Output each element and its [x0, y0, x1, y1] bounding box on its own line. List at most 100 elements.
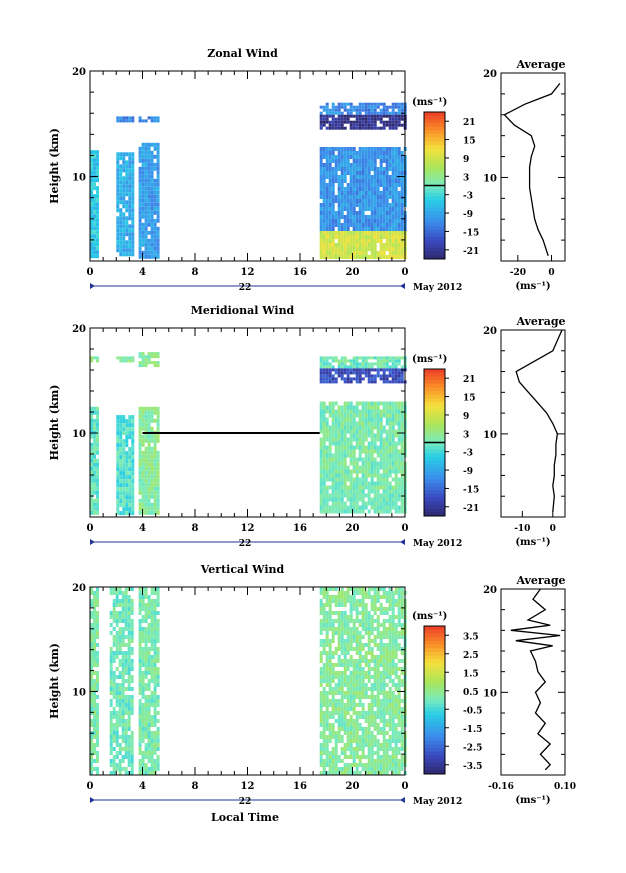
date-day-label: 22	[239, 539, 252, 549]
x-tick-label: 16	[293, 781, 307, 792]
colorbar-unit: (ms⁻¹)	[412, 354, 447, 365]
date-arrow-left	[90, 283, 95, 289]
y-tick-label: 20	[72, 583, 86, 594]
x-tick-label: 12	[241, 781, 255, 792]
colorbar-tick-label: -2.5	[463, 743, 482, 753]
y-tick-label: 10	[72, 429, 86, 440]
date-arrow-left	[90, 539, 95, 545]
average-x-tick-label: 0.10	[554, 782, 576, 792]
average-frame	[500, 329, 566, 518]
average-title: Average	[515, 574, 565, 587]
average-profile: Average 20 10 -10 0(ms⁻¹)	[483, 315, 565, 548]
x-tick-label: 8	[192, 523, 199, 534]
x-tick-label: 0	[402, 267, 409, 278]
x-tick-label: 20	[346, 523, 360, 534]
x-axis-label: Local Time	[211, 811, 279, 824]
average-line	[515, 329, 563, 512]
x-tick-label: 12	[241, 267, 255, 278]
x-tick-label: 4	[139, 781, 146, 792]
colorbar-tick-label: 15	[463, 394, 476, 404]
heatmap-cells	[90, 352, 407, 516]
x-tick-label: 20	[346, 267, 360, 278]
date-arrow-right	[400, 539, 405, 545]
average-x-tick-label: 0	[550, 524, 556, 534]
heatmap-cells	[90, 102, 407, 259]
colorbar: (ms⁻¹) 21 15 9 3 -3 -9 -15 -21	[412, 354, 479, 517]
y-axis-label: Height (km)	[48, 385, 61, 461]
colorbar-tick-label: 21	[463, 118, 476, 128]
colorbar-tick-label: 3	[463, 430, 469, 440]
average-y-tick-label: 10	[483, 430, 497, 441]
average-profile: Average 20 10 -0.16 0.10 (ms⁻¹)	[483, 574, 576, 806]
colorbar-tick-label: 21	[463, 375, 476, 385]
colorbar-tick-label: 3	[463, 173, 469, 183]
average-frame	[500, 588, 566, 776]
average-x-label: (ms⁻¹)	[515, 537, 550, 548]
average-x-label: (ms⁻¹)	[515, 281, 550, 292]
colorbar-tick-label: -9	[463, 467, 473, 477]
date-day-label: 22	[239, 797, 252, 807]
x-tick-label: 20	[346, 781, 360, 792]
average-x-tick-label: -10	[514, 524, 530, 534]
date-day-label: 22	[239, 283, 252, 293]
panel-title: Vertical Wind	[200, 563, 285, 576]
average-y-tick-label: 20	[483, 69, 497, 80]
x-tick-label: 0	[402, 781, 409, 792]
average-frame	[500, 72, 566, 262]
average-title: Average	[515, 58, 565, 71]
colorbar: (ms⁻¹) 21 15 9 3 -3 -9 -15 -21	[412, 97, 479, 260]
average-x-label: (ms⁻¹)	[515, 795, 550, 806]
colorbar-tick-label: 0.5	[463, 688, 479, 698]
colorbar-tick-label: -0.5	[463, 706, 482, 716]
average-line	[503, 82, 561, 257]
y-axis-label: Height (km)	[48, 643, 61, 719]
average-x-tick-label: -20	[510, 268, 526, 278]
colorbar-frame	[423, 625, 446, 775]
y-tick-label: 10	[72, 173, 86, 184]
colorbar-tick-label: -9	[463, 210, 473, 220]
x-tick-label: 16	[293, 267, 307, 278]
panel-title: Meridional Wind	[191, 304, 295, 317]
colorbar-tick-label: -15	[463, 228, 479, 238]
panel-title: Zonal Wind	[207, 47, 278, 60]
x-tick-label: 8	[192, 267, 199, 278]
date-arrow-right	[400, 797, 405, 803]
colorbar-tick-label: 9	[463, 155, 469, 165]
date-month-label: May 2012	[413, 797, 462, 807]
average-line	[510, 588, 561, 771]
colorbar-unit: (ms⁻¹)	[412, 611, 447, 622]
average-x-tick-label: -0.16	[488, 782, 514, 792]
average-y-tick-label: 10	[483, 688, 497, 699]
colorbar-tick-label: -21	[463, 247, 479, 257]
average-y-tick-label: 20	[483, 326, 497, 337]
colorbar-unit: (ms⁻¹)	[412, 97, 447, 108]
y-tick-label: 20	[72, 67, 86, 78]
panel-1: Meridional Wind 20 10 Height (km) 0 4 8 12 16 20 0…	[48, 304, 566, 549]
x-tick-label: 0	[402, 523, 409, 534]
y-tick-label: 10	[72, 687, 86, 698]
colorbar-tick-label: 3.5	[463, 632, 479, 642]
panel-0: Zonal Wind 20 10 Height (km) 0 4 8 12 16 20 0 22 May…	[48, 47, 566, 293]
x-tick-label: 0	[87, 523, 94, 534]
colorbar-tick-label: -3.5	[463, 762, 482, 772]
x-tick-label: 12	[241, 523, 255, 534]
colorbar-tick-label: -21	[463, 504, 479, 514]
colorbar-tick-label: 1.5	[463, 669, 479, 679]
panel-2: Vertical Wind 20 10 Height (km) 0 4 8 12 16 20 0 22…	[48, 563, 576, 824]
x-tick-label: 4	[139, 267, 146, 278]
average-profile: Average 20 10 -20 0 (ms⁻¹)	[483, 58, 565, 292]
average-y-tick-label: 10	[483, 173, 497, 184]
date-arrow-left	[90, 797, 95, 803]
x-tick-label: 4	[139, 523, 146, 534]
average-y-tick-label: 20	[483, 585, 497, 596]
date-arrow-right	[400, 283, 405, 289]
colorbar-tick-label: 15	[463, 137, 476, 147]
x-tick-label: 8	[192, 781, 199, 792]
average-title: Average	[515, 315, 565, 328]
average-x-tick-label: 0	[548, 268, 554, 278]
colorbar: (ms⁻¹) 3.5 2.5 1.5 0.5 -0.5 -1.5 -2.5 -3.5	[412, 611, 482, 775]
colorbar-tick-label: 9	[463, 412, 469, 422]
x-tick-label: 0	[87, 267, 94, 278]
y-axis-label: Height (km)	[48, 128, 61, 204]
